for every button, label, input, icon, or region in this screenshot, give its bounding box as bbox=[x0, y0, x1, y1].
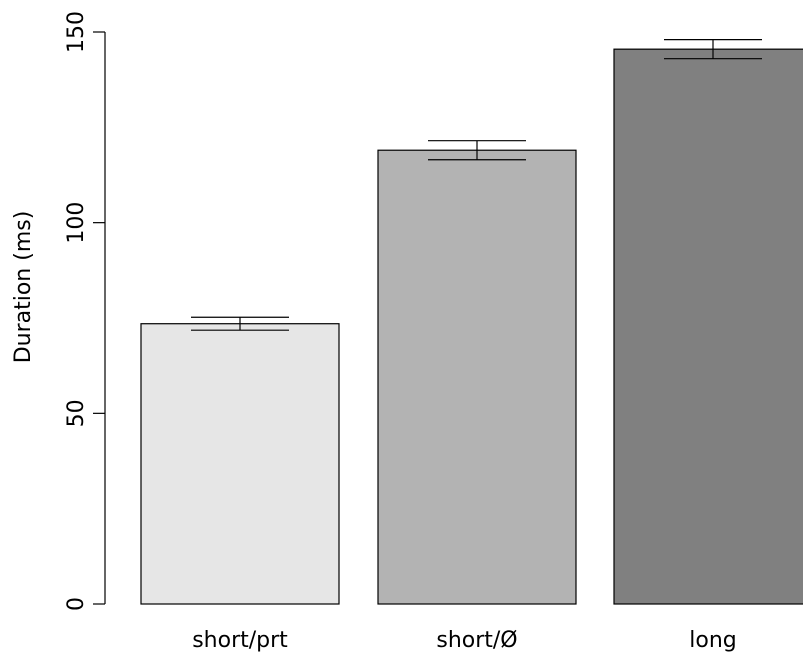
y-axis: 0 50 100 150 bbox=[64, 11, 106, 611]
bars bbox=[140, 48, 803, 605]
y-tick-label: 150 bbox=[64, 11, 89, 53]
y-tick-label: 50 bbox=[64, 399, 89, 427]
x-tick-label: short/Ø bbox=[436, 628, 517, 653]
bar bbox=[613, 48, 803, 605]
x-tick-labels: short/prt short/Ø long bbox=[192, 628, 737, 653]
bar bbox=[377, 149, 577, 605]
y-tick-label: 0 bbox=[64, 597, 89, 611]
y-tick-label: 100 bbox=[64, 202, 89, 244]
x-tick-label: long bbox=[689, 628, 736, 653]
y-axis-title: Duration (ms) bbox=[11, 211, 36, 364]
bar bbox=[140, 323, 340, 605]
x-tick-label: short/prt bbox=[192, 628, 288, 653]
error-bars bbox=[191, 39, 762, 331]
